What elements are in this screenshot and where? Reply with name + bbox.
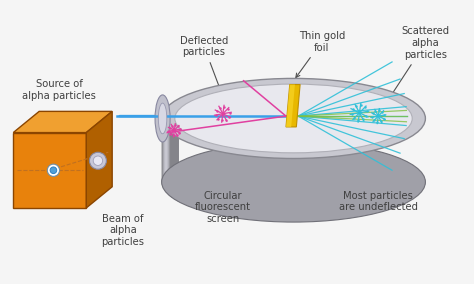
- Polygon shape: [162, 122, 171, 197]
- Text: Thin gold
foil: Thin gold foil: [296, 31, 345, 78]
- Ellipse shape: [158, 103, 167, 134]
- Polygon shape: [167, 130, 176, 200]
- Polygon shape: [166, 128, 174, 199]
- Polygon shape: [13, 111, 112, 133]
- Polygon shape: [164, 126, 173, 198]
- Polygon shape: [170, 132, 179, 202]
- Circle shape: [90, 152, 106, 169]
- Polygon shape: [13, 133, 86, 208]
- Polygon shape: [167, 129, 175, 200]
- Text: Most particles
are undeflected: Most particles are undeflected: [339, 191, 418, 212]
- Ellipse shape: [162, 142, 425, 222]
- Polygon shape: [162, 118, 171, 197]
- Ellipse shape: [162, 78, 425, 158]
- Polygon shape: [166, 129, 175, 200]
- Circle shape: [93, 156, 103, 166]
- Circle shape: [50, 167, 57, 174]
- Polygon shape: [86, 111, 112, 208]
- Polygon shape: [164, 125, 172, 198]
- Polygon shape: [169, 132, 178, 201]
- Polygon shape: [165, 128, 174, 199]
- Polygon shape: [165, 128, 174, 199]
- Polygon shape: [286, 85, 295, 127]
- Text: Beam of
alpha
particles: Beam of alpha particles: [101, 214, 144, 247]
- Polygon shape: [162, 121, 171, 197]
- Polygon shape: [169, 131, 177, 201]
- Circle shape: [47, 164, 60, 176]
- Polygon shape: [165, 127, 173, 199]
- Polygon shape: [163, 124, 172, 197]
- Polygon shape: [167, 130, 176, 200]
- Polygon shape: [168, 131, 177, 201]
- Text: Deflected
particles: Deflected particles: [180, 36, 228, 105]
- Polygon shape: [170, 132, 178, 202]
- Polygon shape: [166, 129, 175, 199]
- Polygon shape: [286, 85, 300, 127]
- Polygon shape: [163, 123, 171, 197]
- Ellipse shape: [175, 84, 412, 153]
- Polygon shape: [167, 130, 176, 201]
- Text: Scattered
alpha
particles: Scattered alpha particles: [383, 26, 449, 108]
- Polygon shape: [164, 126, 173, 198]
- Ellipse shape: [155, 95, 170, 142]
- Polygon shape: [168, 131, 177, 201]
- Text: Circular
fluorescent
screen: Circular fluorescent screen: [195, 191, 251, 224]
- Polygon shape: [164, 126, 173, 198]
- Polygon shape: [170, 133, 179, 202]
- Polygon shape: [164, 127, 173, 199]
- Text: Source of
alpha particles: Source of alpha particles: [22, 80, 96, 101]
- Polygon shape: [163, 124, 172, 197]
- Polygon shape: [168, 131, 177, 201]
- Polygon shape: [169, 131, 178, 201]
